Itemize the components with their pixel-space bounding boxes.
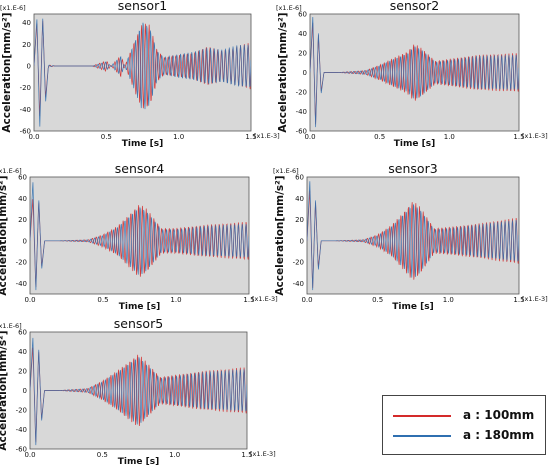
y-scale-label: [x1.E-6] — [0, 4, 26, 12]
chart-title: sensor2 — [390, 0, 439, 13]
series-line-a180 — [307, 181, 519, 291]
series-line-a180 — [30, 337, 247, 446]
y-axis-label: Acceleration[mm/s²] — [274, 175, 286, 295]
y-tick-label: 0 — [300, 237, 304, 245]
x-tick-label: 0.0 — [28, 133, 39, 141]
x-tick-label: 0.5 — [374, 133, 385, 141]
chart-panel-sensor4: sensor4 [x1.E-6] [x1.E-3] 60 40 20 0 -20 -40 0.0 0… — [0, 161, 278, 312]
chart-svg-sensor4: sensor4 [x1.E-6] [x1.E-3] 60 40 20 0 -20 -40 0.0 0… — [0, 161, 278, 312]
x-tick-label: 1.0 — [444, 133, 455, 141]
y-scale-label: [x1.E-6] — [273, 167, 299, 175]
chart-panel-sensor1: sensor1 [x1.E-6] [x1.E-3] 40 20 0 -20 -40 -60 0.0… — [0, 0, 280, 149]
y-tick-label: 40 — [18, 195, 27, 203]
x-tick-label: 1.0 — [173, 133, 184, 141]
chart-svg-sensor1: sensor1 [x1.E-6] [x1.E-3] 40 20 0 -20 -40 -600.0… — [0, 0, 280, 149]
x-tick-label: 0.0 — [301, 296, 312, 304]
y-tick-label: -60 — [16, 446, 27, 454]
y-tick-label: -20 — [293, 259, 304, 267]
legend-swatch-a180 — [393, 435, 451, 437]
chart-title: sensor1 — [118, 0, 167, 13]
chart-title: sensor3 — [388, 161, 437, 176]
x-tick-label: 1.5 — [513, 296, 524, 304]
legend-item-a100: a : 100mm — [393, 408, 543, 424]
x-tick-label: 1.5 — [243, 296, 254, 304]
y-tick-label: -20 — [296, 89, 307, 97]
x-axis-label: Time [s] — [119, 302, 160, 312]
y-tick-label: -40 — [296, 108, 307, 116]
y-tick-label: 0 — [303, 69, 307, 77]
x-tick-label: 0.0 — [24, 451, 35, 459]
y-tick-label: -60 — [296, 128, 307, 136]
y-tick-label: -20 — [16, 407, 27, 415]
x-tick-label: 1.5 — [241, 451, 252, 459]
x-tick-label: 1.0 — [169, 451, 180, 459]
x-tick-label: 0.5 — [101, 133, 112, 141]
x-scale-label: [x1.E-3] — [522, 295, 548, 303]
y-tick-label: 40 — [18, 348, 27, 356]
y-tick-label: 20 — [295, 216, 304, 224]
y-tick-label: 60 — [298, 11, 307, 19]
chart-title: sensor5 — [114, 316, 163, 331]
x-axis-label: Time [s] — [118, 457, 159, 467]
y-axis-label: Acceleration[mm/s²] — [277, 12, 289, 132]
chart-title: sensor4 — [115, 161, 164, 176]
y-tick-label: -20 — [20, 84, 31, 92]
series-line-a180 — [34, 18, 251, 127]
y-tick-label: 40 — [295, 195, 304, 203]
y-tick-label: 20 — [18, 368, 27, 376]
chart-svg-sensor5: sensor5[x1.E-6][x1.E-3]6040200-20-40-600… — [0, 316, 276, 467]
x-scale-label: [x1.E-3] — [250, 450, 276, 458]
y-scale-label: [x1.E-6] — [0, 322, 22, 330]
y-tick-label: -40 — [16, 426, 27, 434]
chart-svg-sensor3: sensor3 [x1.E-6] [x1.E-3] 60 40 20 0 -20 -40 0.0 0… — [273, 161, 548, 312]
y-tick-label: -40 — [293, 280, 304, 288]
legend-swatch-a100 — [393, 415, 451, 417]
y-tick-label: 0 — [27, 63, 31, 71]
series-line-a180 — [310, 17, 519, 128]
y-axis-label: Acceleration[mm/s²] — [0, 175, 9, 295]
x-tick-label: 1.0 — [170, 296, 181, 304]
y-tick-label: 20 — [18, 216, 27, 224]
chart-panel-sensor3: sensor3 [x1.E-6] [x1.E-3] 60 40 20 0 -20 -40 0.0 0… — [273, 161, 548, 312]
x-scale-label: [x1.E-3] — [252, 295, 278, 303]
y-tick-label: -40 — [16, 280, 27, 288]
x-tick-label: 0.5 — [97, 296, 108, 304]
y-tick-label: 0 — [23, 237, 27, 245]
y-axis-label: Acceleration[mm/s²] — [0, 330, 9, 450]
y-tick-label: 60 — [295, 174, 304, 182]
y-axis-label: Acceleration[mm/s²] — [1, 12, 13, 132]
x-axis-label: Time [s] — [392, 302, 433, 312]
chart-svg-sensor2: sensor2[x1.E-6][x1.E-3]6040200-20-40-600… — [276, 0, 548, 149]
legend-label-a100: a : 100mm — [463, 408, 535, 422]
x-tick-label: 1.0 — [443, 296, 454, 304]
x-tick-label: 1.5 — [513, 133, 524, 141]
y-scale-label: [x1.E-6] — [276, 4, 302, 12]
legend: a : 100mm a : 180mm — [382, 395, 546, 455]
y-tick-label: -20 — [16, 259, 27, 267]
y-tick-label: -60 — [20, 128, 31, 136]
y-tick-label: -40 — [20, 106, 31, 114]
x-axis-label: Time [s] — [122, 139, 163, 149]
series-line-a180 — [30, 182, 249, 291]
chart-panel-sensor2: sensor2 [x1.E-6] [x1.E-3] 60 40 20 0 -20 -40 -60 0… — [276, 0, 548, 149]
x-tick-label: 1.5 — [245, 133, 256, 141]
y-tick-label: 40 — [22, 19, 31, 27]
legend-label-a180: a : 180mm — [463, 428, 535, 442]
y-tick-label: 0 — [23, 387, 27, 395]
x-scale-label: [x1.E-3] — [254, 132, 280, 140]
x-tick-label: 0.5 — [97, 451, 108, 459]
y-tick-label: 20 — [298, 50, 307, 58]
y-tick-label: 60 — [18, 174, 27, 182]
y-scale-label: [x1.E-6] — [0, 167, 22, 175]
y-tick-label: 20 — [22, 41, 31, 49]
legend-item-a180: a : 180mm — [393, 428, 543, 444]
x-tick-label: 0.0 — [304, 133, 315, 141]
x-scale-label: [x1.E-3] — [522, 132, 548, 140]
y-tick-label: 40 — [298, 30, 307, 38]
x-tick-label: 0.5 — [372, 296, 383, 304]
x-axis-label: Time [s] — [394, 139, 435, 149]
x-tick-label: 0.0 — [24, 296, 35, 304]
y-tick-label: 60 — [18, 329, 27, 337]
chart-panel-sensor5: sensor5[x1.E-6][x1.E-3]6040200-20-40-600… — [0, 316, 276, 467]
